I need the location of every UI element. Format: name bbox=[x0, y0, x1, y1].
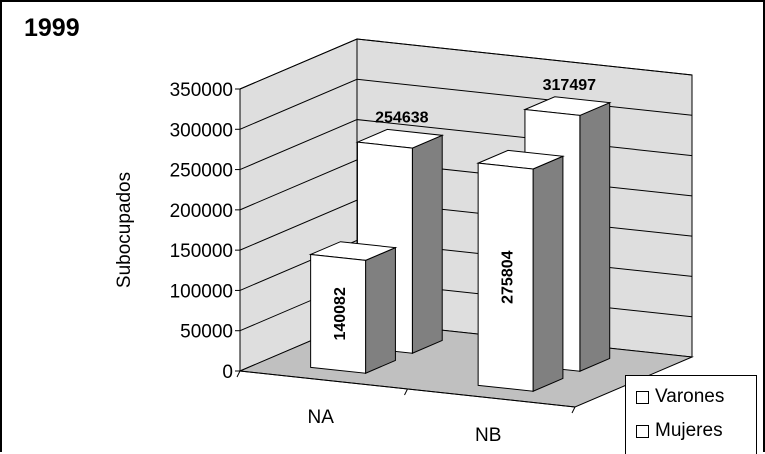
legend-swatch-varones bbox=[636, 391, 649, 404]
y-tick-label: 100000 bbox=[170, 281, 233, 302]
bar-side bbox=[533, 156, 563, 391]
y-axis-title: Subocupados bbox=[114, 172, 135, 288]
x-tick-label: NB bbox=[475, 425, 501, 446]
y-tick-label: 0 bbox=[222, 362, 233, 383]
y-tick-label: 50000 bbox=[180, 322, 233, 343]
x-tick bbox=[572, 407, 575, 413]
data-label: 140082 bbox=[332, 287, 349, 340]
y-tick-label: 300000 bbox=[170, 120, 233, 141]
x-tick-label: NA bbox=[308, 407, 335, 428]
bar-side bbox=[366, 248, 396, 374]
legend-swatch-mujeres bbox=[636, 425, 649, 438]
legend-item-varones: Varones bbox=[636, 386, 724, 408]
data-label: 275804 bbox=[500, 250, 517, 303]
data-label: 317497 bbox=[543, 77, 596, 94]
y-tick-label: 250000 bbox=[170, 161, 233, 182]
bar-side bbox=[580, 103, 610, 372]
data-label: 254638 bbox=[375, 110, 428, 127]
bar-side bbox=[412, 135, 442, 353]
legend: Varones Mujeres bbox=[625, 375, 757, 454]
y-tick-label: 350000 bbox=[170, 80, 233, 101]
legend-item-mujeres: Mujeres bbox=[636, 420, 723, 442]
x-tick bbox=[405, 389, 408, 395]
x-tick bbox=[237, 371, 240, 377]
y-tick-label: 200000 bbox=[170, 201, 233, 222]
legend-label-varones: Varones bbox=[655, 386, 724, 408]
y-tick-label: 150000 bbox=[170, 241, 233, 262]
legend-label-mujeres: Mujeres bbox=[655, 420, 723, 442]
